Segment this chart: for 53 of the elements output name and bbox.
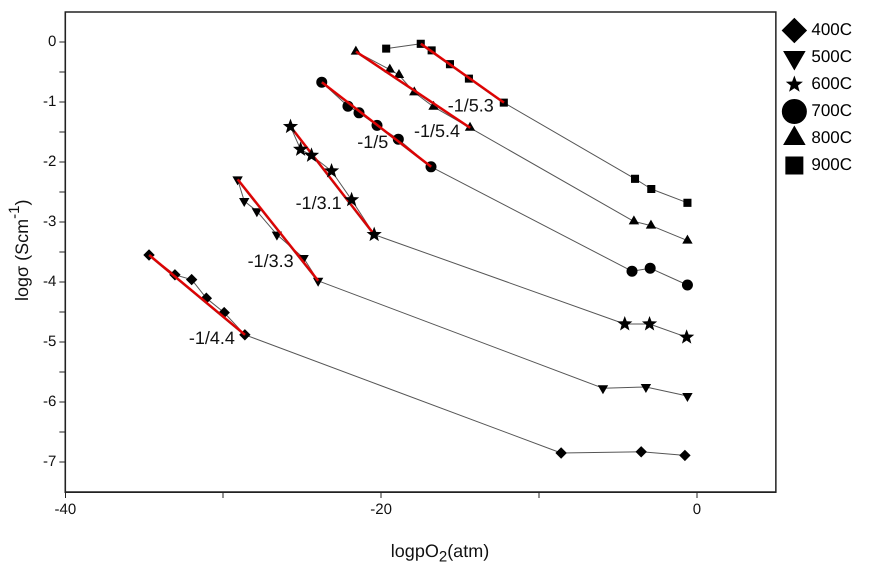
y-tick-label: -2	[42, 153, 56, 170]
point	[186, 274, 198, 286]
point	[647, 184, 656, 194]
x-tick-label: -40	[54, 501, 76, 518]
point	[683, 198, 692, 207]
point	[617, 316, 632, 330]
legend-label: 600C	[811, 74, 852, 94]
point	[636, 446, 647, 458]
legend-label: 400C	[811, 20, 852, 40]
legend-label: 700C	[811, 101, 852, 120]
point	[641, 384, 651, 392]
y-tick-label: -5	[42, 333, 56, 350]
point	[382, 44, 390, 53]
point	[642, 316, 658, 330]
point	[304, 147, 320, 162]
point	[239, 198, 250, 206]
point	[324, 163, 340, 178]
point	[556, 448, 567, 458]
annotation: -1/5	[357, 132, 388, 152]
point	[626, 266, 638, 277]
legend-label: 500C	[811, 47, 852, 66]
y-tick-label: -4	[42, 273, 56, 290]
x-axis-title: logpO$_{2}$(atm)	[390, 541, 490, 566]
point	[282, 118, 298, 134]
annotation: -1/5.4	[414, 120, 460, 141]
annotation: -1/3.1	[296, 192, 342, 213]
point	[679, 329, 694, 344]
point	[252, 208, 262, 217]
point	[630, 174, 640, 183]
point	[366, 226, 382, 242]
x-tick-label: 0	[692, 501, 702, 518]
annotation: -1/3.3	[248, 250, 294, 271]
point	[644, 262, 656, 274]
legend-label: 900C	[811, 155, 852, 174]
point	[682, 280, 693, 290]
legend-label: 800C	[811, 128, 852, 148]
point	[292, 141, 308, 156]
point	[646, 220, 656, 229]
point	[344, 192, 360, 206]
point	[682, 393, 692, 402]
y-tick-label: -1	[42, 93, 56, 110]
y-tick-label: -6	[42, 393, 56, 410]
y-tick-label: -3	[42, 213, 56, 230]
point	[629, 216, 639, 224]
y-tick-label: -7	[42, 453, 56, 470]
point	[598, 385, 608, 394]
point	[394, 70, 404, 78]
annotation: -1/5.3	[448, 96, 494, 116]
y-tick-label: 0	[48, 33, 56, 50]
point	[682, 235, 692, 244]
point	[679, 450, 690, 461]
annotation: -1/4.4	[188, 328, 235, 348]
x-tick-label: -20	[370, 501, 392, 518]
